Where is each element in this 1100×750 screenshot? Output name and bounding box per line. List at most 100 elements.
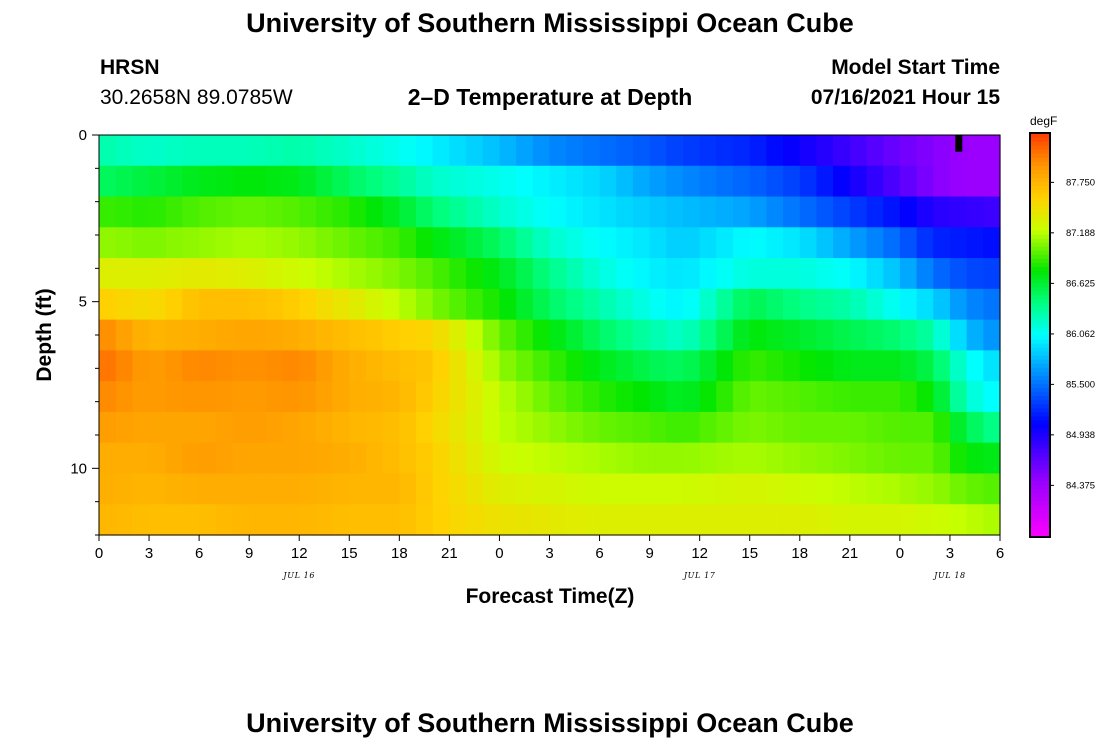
date-label: JUL 16 (281, 571, 315, 580)
colorbar-segment (1030, 225, 1050, 231)
heatmap-cell (682, 135, 701, 167)
heatmap-cell (616, 504, 634, 536)
heatmap-cell (566, 350, 584, 382)
heatmap-cell (99, 227, 117, 259)
colorbar-tick-label: 84.938 (1066, 430, 1095, 441)
colorbar-frame (1029, 132, 1051, 538)
heatmap-cell (115, 350, 133, 382)
heatmap-cell (432, 196, 450, 228)
heatmap-cell (616, 227, 634, 259)
colorbar-segment (1030, 452, 1050, 457)
heatmap-cell (332, 411, 350, 444)
heatmap-cell (616, 196, 634, 228)
heatmap-cell (249, 135, 267, 167)
heatmap-cell (599, 258, 617, 290)
heatmap-cell (416, 411, 434, 444)
heatmap-cell (632, 227, 651, 259)
heatmap-cell (599, 135, 617, 167)
heatmap-cell (716, 196, 734, 228)
heatmap-cell (582, 411, 601, 444)
heatmap-cell (916, 442, 934, 475)
heatmap-cell (416, 319, 434, 351)
heatmap-cell (299, 381, 317, 413)
heatmap-cell (516, 504, 534, 536)
heatmap-cell (315, 442, 334, 475)
heatmap-cell (199, 381, 217, 413)
heatmap-cell (682, 504, 701, 536)
colorbar-segment (1030, 282, 1050, 288)
heatmap-cell (215, 473, 234, 505)
colorbar-segment (1030, 157, 1050, 162)
heatmap-cell (265, 319, 284, 351)
heatmap-cell (933, 411, 951, 444)
heatmap-cell (666, 165, 684, 198)
heatmap-cell (949, 196, 968, 228)
heatmap-cell (916, 504, 934, 536)
heatmap-cell (449, 196, 467, 228)
x-tick-label: 18 (391, 545, 408, 562)
colorbar-segment (1030, 322, 1050, 328)
heatmap-cell (382, 473, 400, 505)
heatmap-cell (666, 227, 684, 259)
heatmap-cell (599, 319, 617, 351)
colorbar-tick-label: 84.375 (1066, 480, 1095, 491)
heatmap-cell (849, 196, 868, 228)
heatmap-cell (265, 504, 284, 536)
heatmap-cell (165, 165, 184, 198)
heatmap-cell (716, 165, 734, 198)
heatmap-cell (499, 135, 517, 167)
page-title-bottom: University of Southern Mississippi Ocean… (246, 708, 854, 738)
heatmap-cell (883, 227, 901, 259)
heatmap-cell (666, 381, 684, 413)
heatmap-cells (99, 135, 1001, 536)
heatmap-cell (149, 381, 167, 413)
heatmap-cell (149, 165, 167, 198)
heatmap-cell (549, 411, 567, 444)
heatmap-cell (349, 319, 367, 351)
heatmap-cell (349, 196, 367, 228)
heatmap-cell (749, 504, 768, 536)
heatmap-cell (849, 411, 868, 444)
heatmap-cell (699, 381, 717, 413)
heatmap-cell (232, 381, 250, 413)
heatmap-cell (499, 411, 517, 444)
heatmap-cell (549, 319, 567, 351)
heatmap-cell (649, 196, 667, 228)
heatmap-cell (165, 135, 184, 167)
colorbar-segment (1030, 516, 1050, 522)
heatmap-cell (799, 350, 818, 382)
colorbar-segment (1030, 415, 1050, 421)
heatmap-cell (99, 381, 117, 413)
heatmap-cell (749, 350, 768, 382)
heatmap-cell (215, 227, 234, 259)
x-tick-label: 12 (691, 545, 708, 562)
heatmap-cell (99, 350, 117, 382)
heatmap-cell (682, 227, 701, 259)
colorbar-segment (1030, 492, 1050, 498)
heatmap-cell (733, 319, 751, 351)
heatmap-cell (149, 473, 167, 505)
heatmap-cell (182, 350, 200, 382)
heatmap-cell (149, 288, 167, 321)
heatmap-cell (282, 504, 300, 536)
y-tick-label: 5 (79, 294, 87, 311)
heatmap-cell (916, 135, 934, 167)
heatmap-cell (282, 165, 300, 198)
heatmap-cell (232, 258, 250, 290)
heatmap-cell (899, 442, 918, 475)
heatmap-cell (199, 442, 217, 475)
heatmap-cell (182, 411, 200, 444)
heatmap-cell (516, 442, 534, 475)
heatmap-cell (365, 504, 384, 536)
colorbar-segment (1030, 456, 1050, 461)
heatmap-cell (616, 258, 634, 290)
heatmap-cell (916, 319, 934, 351)
heatmap-cell (699, 227, 717, 259)
x-tick-label: 0 (95, 545, 103, 562)
heatmap-cell (566, 442, 584, 475)
heatmap-cell (666, 411, 684, 444)
colorbar-segment (1030, 448, 1050, 453)
heatmap-cell (816, 227, 834, 259)
heatmap-cell (833, 350, 851, 382)
heatmap-cell (582, 227, 601, 259)
